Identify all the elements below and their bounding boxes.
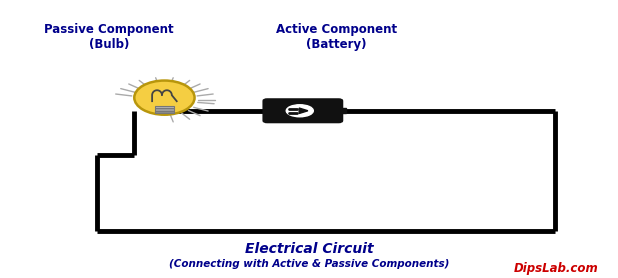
FancyBboxPatch shape	[339, 108, 346, 113]
FancyBboxPatch shape	[154, 111, 174, 113]
Text: Passive Component
(Bulb): Passive Component (Bulb)	[44, 23, 174, 51]
Text: Active Component
(Battery): Active Component (Battery)	[276, 23, 397, 51]
Text: DipsLab.com: DipsLab.com	[514, 262, 598, 275]
Text: (Connecting with Active & Passive Components): (Connecting with Active & Passive Compon…	[169, 259, 449, 269]
Circle shape	[286, 105, 313, 117]
Text: Electrical Circuit: Electrical Circuit	[245, 242, 373, 256]
FancyBboxPatch shape	[154, 108, 174, 111]
Ellipse shape	[134, 81, 195, 115]
FancyBboxPatch shape	[154, 106, 174, 108]
FancyBboxPatch shape	[263, 99, 342, 122]
Polygon shape	[299, 108, 308, 113]
